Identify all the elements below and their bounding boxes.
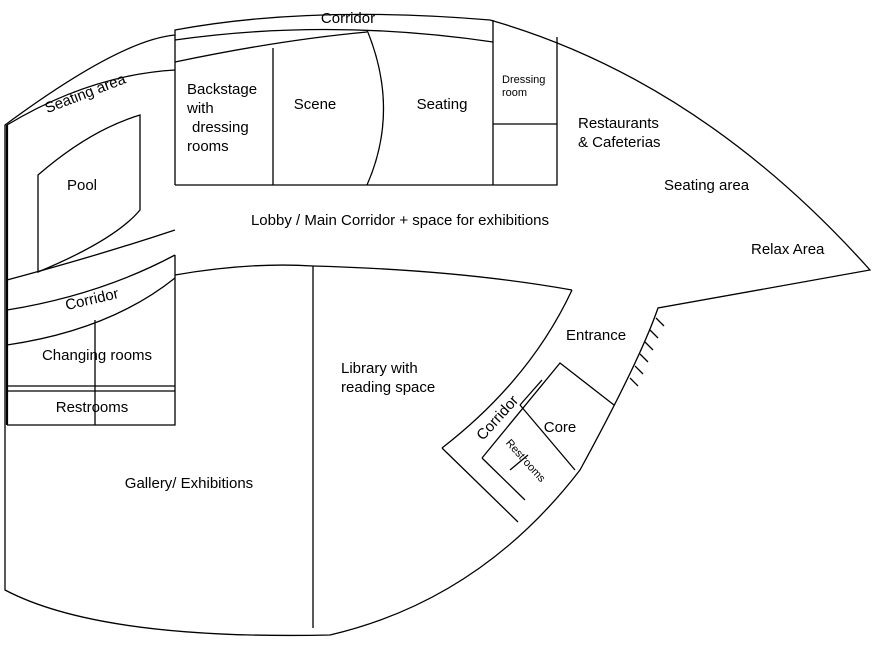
- label-pool: Pool: [67, 177, 97, 194]
- label-restrooms-entrance: Restrooms: [503, 437, 548, 485]
- label-dressing-room-2: room: [502, 87, 527, 99]
- core-inner-side: [519, 404, 576, 471]
- corridor-left-lower: [6, 277, 176, 346]
- label-restaurants-1: Restaurants: [578, 115, 659, 132]
- auditorium-block: [175, 37, 558, 186]
- gallery-top-wall: [174, 264, 314, 276]
- restrooms-entrance-box: [481, 457, 526, 501]
- label-backstage-3: dressing: [192, 119, 249, 136]
- label-corridor-top: Corridor: [321, 10, 375, 27]
- label-dressing-room-1: Dressing: [502, 74, 545, 86]
- label-seating: Seating: [417, 96, 468, 113]
- core-inner-top: [519, 379, 543, 406]
- core-outline: [481, 362, 615, 459]
- corridor-left-upper: [6, 254, 176, 311]
- entrance-corridor-outer: [441, 447, 519, 523]
- label-backstage-2: with: [186, 100, 214, 117]
- label-seating-area-left: Seating area: [43, 70, 129, 117]
- pool-outline: [37, 114, 141, 273]
- label-entrance: Entrance: [566, 327, 626, 344]
- label-seating-area-right: Seating area: [664, 177, 750, 194]
- label-library-1: Library with: [341, 360, 418, 377]
- library-right-arc: [441, 289, 573, 449]
- library-top-arc: [312, 265, 573, 291]
- seating-area-inner: [6, 69, 176, 126]
- stage-front-arc: [174, 31, 368, 63]
- label-lobby: Lobby / Main Corridor + space for exhibi…: [251, 212, 549, 229]
- label-changing-rooms: Changing rooms: [42, 347, 152, 364]
- label-restaurants-2: & Cafeterias: [578, 134, 661, 151]
- label-gallery: Gallery/ Exhibitions: [125, 475, 253, 492]
- entrance-door-ticks: [629, 317, 665, 387]
- corridor-top-inner-line: [174, 28, 494, 43]
- label-scene: Scene: [294, 96, 337, 113]
- changing-rooms-block: [7, 255, 176, 426]
- label-relax-area: Relax Area: [751, 241, 825, 258]
- label-restrooms-left: Restrooms: [56, 399, 129, 416]
- pool-area-lower-line: [6, 229, 176, 281]
- label-backstage-4: rooms: [187, 138, 229, 155]
- label-library-2: reading space: [341, 379, 435, 396]
- outer-wall: [4, 13, 872, 637]
- label-core: Core: [544, 419, 577, 436]
- label-backstage-1: Backstage: [187, 81, 257, 98]
- restrooms-entrance-divider: [509, 454, 529, 471]
- scene-seating-arc: [366, 29, 385, 186]
